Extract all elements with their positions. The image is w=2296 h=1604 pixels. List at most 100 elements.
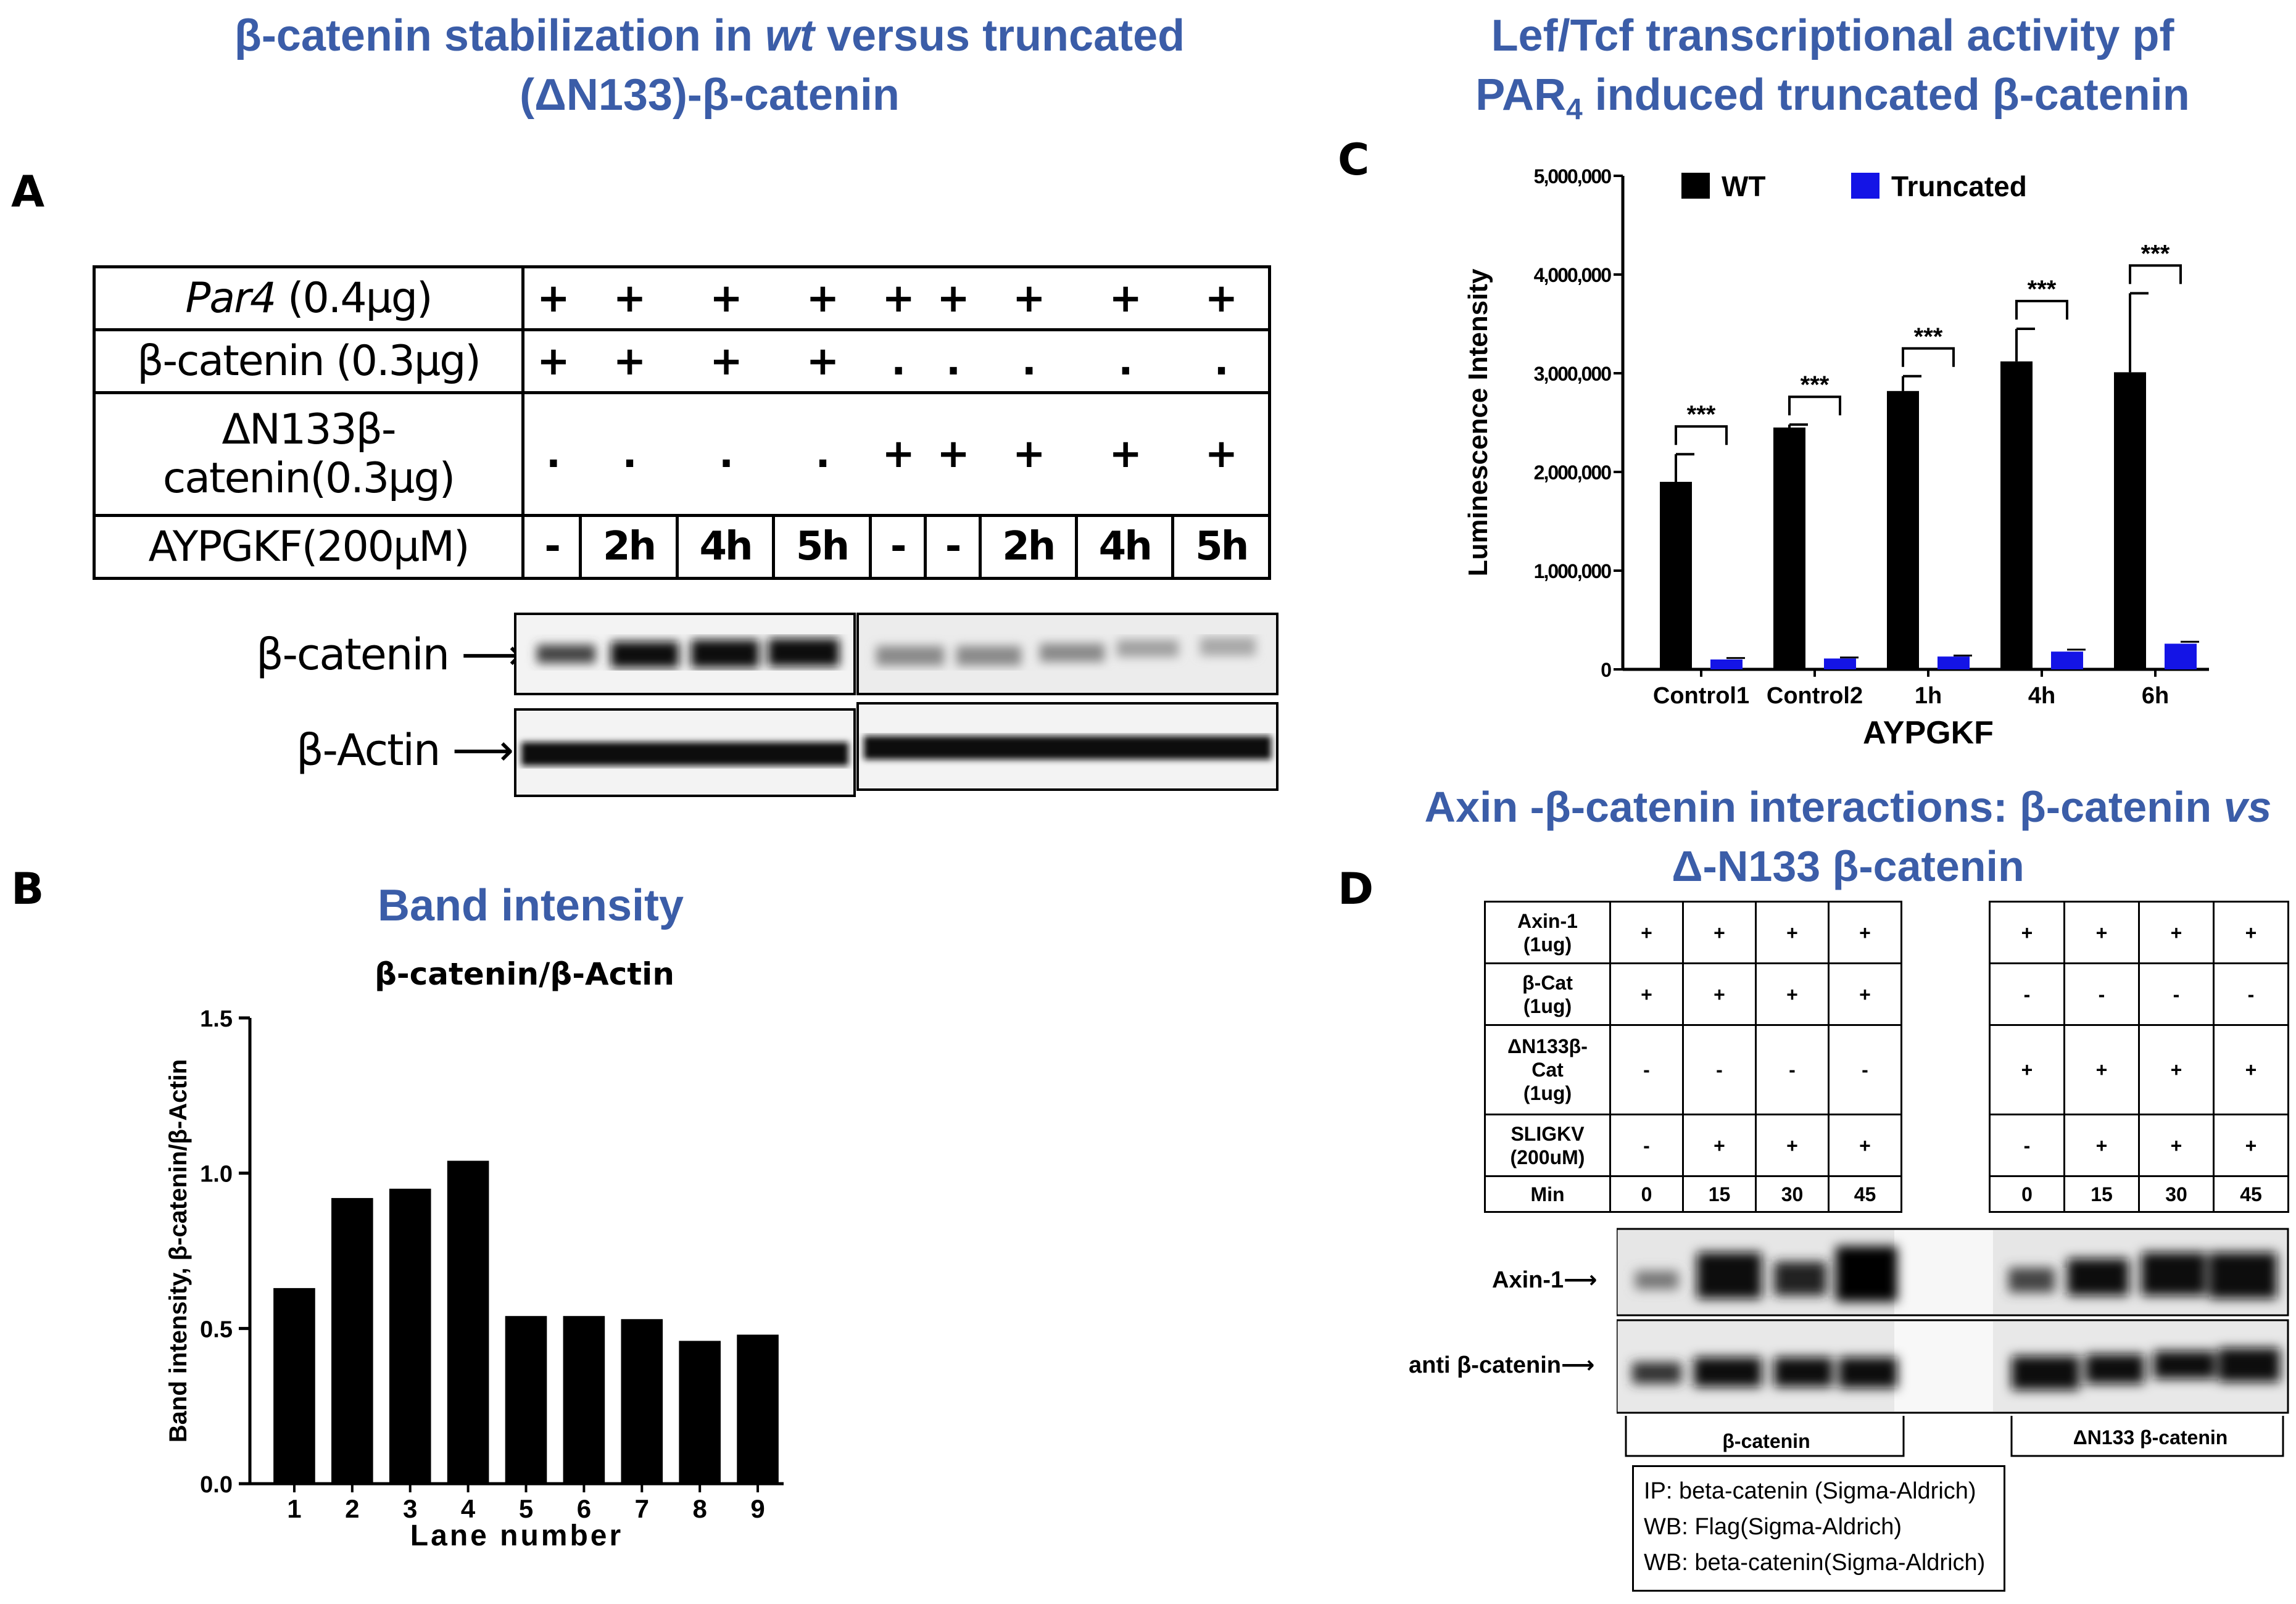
table-a-cell: . bbox=[1076, 328, 1173, 395]
table-a-cell: + bbox=[1076, 265, 1173, 332]
arrow-icon: ⟶ bbox=[1561, 1352, 1595, 1378]
c-sig-label: *** bbox=[2028, 276, 2057, 303]
b-y-axis-label: Band intensity, β-catenin/β-Actin bbox=[165, 1059, 192, 1442]
c-x-tick-label: 1h bbox=[1915, 683, 1942, 709]
table-a-cell: + bbox=[580, 328, 678, 395]
b-y-tick-label: 0.5 bbox=[200, 1317, 233, 1342]
band-axin-5 bbox=[2008, 1268, 2055, 1292]
table-a-row: ΔN133β-catenin(0.3μg).... + + + + + bbox=[93, 391, 1271, 517]
band-bcat-7 bbox=[1040, 643, 1104, 662]
b-x-tick-label: 4 bbox=[461, 1494, 476, 1523]
c-y-tick-label: 5,000,000 bbox=[1534, 165, 1612, 188]
table-d-gap bbox=[1902, 1025, 1990, 1115]
b-x-tick-label: 3 bbox=[403, 1494, 417, 1523]
band-bcatd-4 bbox=[1839, 1357, 1897, 1388]
table-d-cell: - bbox=[2213, 962, 2289, 1026]
table-d-cell: + bbox=[1989, 1024, 2065, 1115]
table-d-row: Min 0 15 30 45 0 15 30 45 bbox=[1484, 1175, 2289, 1213]
c-bar-wt-6h bbox=[2114, 372, 2146, 669]
c-bar-wt-Control2 bbox=[1773, 428, 1805, 669]
c-bar-wt-Control1 bbox=[1660, 482, 1692, 669]
table-a-cell: 4h bbox=[675, 513, 774, 581]
c-legend-swatch-wt bbox=[1681, 173, 1710, 199]
table-d-cell: 30 bbox=[1755, 1175, 1830, 1213]
table-d-cell: + bbox=[1828, 1114, 1902, 1177]
table-a-cell: . bbox=[870, 328, 926, 395]
band-bcatd-6 bbox=[2086, 1354, 2144, 1384]
table-a-cell: + bbox=[925, 391, 980, 517]
table-d-cell: 30 bbox=[2138, 1175, 2215, 1213]
b-bar-lane-1 bbox=[273, 1288, 315, 1484]
table-a-cell: . bbox=[580, 391, 678, 517]
table-d-cell: + bbox=[2063, 1024, 2140, 1115]
table-d-row: β-Cat (1ug) + + + + - - - - bbox=[1484, 962, 2289, 1026]
c-legend-label-wt: WT bbox=[1722, 170, 1766, 202]
b-bar-lane-7 bbox=[621, 1319, 663, 1484]
b-x-tick-label: 7 bbox=[635, 1494, 649, 1523]
table-a-cell: + bbox=[773, 328, 871, 395]
band-bcatd-1 bbox=[1632, 1362, 1681, 1384]
arrow-icon: ⟶ bbox=[1564, 1267, 1598, 1293]
band-axin-3 bbox=[1774, 1262, 1826, 1296]
b-bar-lane-3 bbox=[389, 1188, 431, 1484]
band-bcatd-2 bbox=[1694, 1357, 1762, 1387]
table-d-cell: + bbox=[1682, 962, 1757, 1026]
arrow-icon: ⟶ bbox=[452, 725, 514, 775]
c-sig-label: *** bbox=[1801, 371, 1830, 399]
table-a-cell: + bbox=[521, 265, 581, 332]
table-a-cell: - bbox=[868, 513, 926, 581]
c-x-axis-label: AYPGKF bbox=[1863, 715, 1994, 751]
band-axin-6 bbox=[2067, 1259, 2129, 1296]
table-a-cell: + bbox=[870, 265, 926, 332]
band-bcatd-3 bbox=[1774, 1357, 1833, 1387]
table-a-cell: 4h bbox=[1074, 513, 1173, 581]
table-d-cell: + bbox=[2138, 1114, 2215, 1177]
table-d-cell: + bbox=[2213, 901, 2289, 964]
table-d-cell: + bbox=[1989, 901, 2065, 964]
band-bcatd-8 bbox=[2218, 1348, 2280, 1382]
method-notes-box: IP: beta-catenin (Sigma-Aldrich) WB: Fla… bbox=[1632, 1465, 2005, 1592]
table-a-cell: + bbox=[521, 328, 581, 395]
blot-d-gap-top bbox=[1894, 1230, 1993, 1314]
c-y-tick-label: 0 bbox=[1601, 659, 1611, 681]
b-y-tick-label: 1.0 bbox=[200, 1162, 233, 1188]
table-a-cell: + bbox=[773, 265, 871, 332]
table-d-gap bbox=[1902, 964, 1990, 1025]
bracket-bcatenin bbox=[1625, 1416, 1905, 1457]
table-d-cell: - bbox=[1682, 1024, 1757, 1115]
table-a-cell: . bbox=[925, 328, 980, 395]
c-x-tick-label: 6h bbox=[2142, 683, 2169, 709]
b-x-tick-label: 1 bbox=[287, 1494, 301, 1523]
table-d-cell: - bbox=[2138, 962, 2215, 1026]
table-d-cell: + bbox=[1755, 962, 1830, 1026]
blot-d-label-axin: Axin-1⟶ bbox=[1492, 1267, 1598, 1293]
table-d-cell: 15 bbox=[2063, 1175, 2140, 1213]
c-bar-truncated-Control2 bbox=[1824, 658, 1856, 669]
table-d-cell: + bbox=[2213, 1024, 2289, 1115]
band-actin-right bbox=[864, 736, 1271, 759]
band-axin-8 bbox=[2209, 1252, 2277, 1299]
b-bar-lane-4 bbox=[447, 1160, 489, 1484]
blot-d-label-bcatenin: anti β-catenin⟶ bbox=[1409, 1352, 1595, 1378]
band-bcatd-7 bbox=[2153, 1351, 2215, 1379]
table-d-cell: + bbox=[2063, 901, 2140, 964]
c-bar-truncated-6h bbox=[2165, 643, 2197, 669]
table-a-cell: + bbox=[677, 265, 774, 332]
table-d-row-label: ΔN133β- Cat (1ug) bbox=[1484, 1024, 1611, 1115]
c-y-tick-label: 1,000,000 bbox=[1534, 560, 1612, 582]
band-bcat-8 bbox=[1117, 640, 1179, 657]
c-sig-bracket bbox=[1902, 347, 1955, 367]
blot-a-label-bactin: β-Actin ⟶ bbox=[296, 725, 514, 775]
c-y-axis-label: Luminescence Intensity bbox=[1463, 268, 1493, 576]
band-bcat-4 bbox=[768, 639, 839, 666]
c-sig-bracket bbox=[1675, 425, 1728, 445]
b-x-tick-label: 9 bbox=[750, 1494, 765, 1523]
c-y-tick-label: 2,000,000 bbox=[1534, 461, 1612, 484]
table-a-cell: . bbox=[677, 391, 774, 517]
table-d-cell: + bbox=[1755, 901, 1830, 964]
table-a-row: β-catenin (0.3μg) + + + +..... bbox=[93, 328, 1271, 395]
table-a-cell: + bbox=[677, 328, 774, 395]
table-a-row: Par4 (0.4μg) + + + + + + + + + bbox=[93, 265, 1271, 332]
treatment-table-d: Axin-1 (1ug) + + + + + + + + β-Cat (1ug) + + + + - - - - Δ… bbox=[1484, 901, 2289, 1213]
c-legend-swatch-truncated bbox=[1851, 173, 1879, 199]
